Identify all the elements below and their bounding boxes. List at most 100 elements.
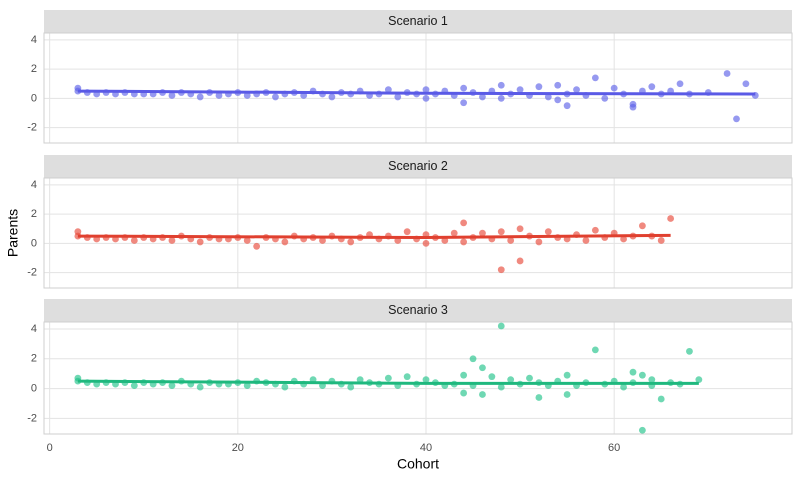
point bbox=[422, 94, 430, 102]
point bbox=[497, 266, 505, 274]
point bbox=[479, 229, 486, 237]
y-tick-label: 2 bbox=[31, 63, 37, 75]
trend-line bbox=[77, 233, 671, 240]
point bbox=[281, 383, 289, 391]
point bbox=[516, 225, 524, 233]
point bbox=[620, 383, 627, 391]
point bbox=[243, 92, 251, 99]
strip bbox=[44, 155, 792, 178]
y-tick-label: 2 bbox=[31, 353, 37, 365]
point bbox=[648, 83, 656, 91]
panel-border bbox=[43, 177, 793, 289]
point bbox=[497, 383, 505, 391]
point bbox=[554, 96, 562, 104]
point bbox=[253, 242, 261, 250]
point bbox=[168, 382, 176, 389]
point bbox=[591, 74, 599, 82]
y-tick-label: 0 bbox=[31, 92, 37, 104]
point bbox=[460, 84, 468, 92]
point bbox=[469, 355, 477, 363]
point bbox=[516, 257, 524, 265]
y-tick-label: 4 bbox=[31, 323, 37, 335]
point bbox=[130, 382, 138, 389]
point bbox=[168, 92, 176, 99]
point bbox=[422, 376, 430, 384]
point bbox=[516, 86, 524, 94]
point bbox=[639, 426, 646, 434]
trend-line bbox=[77, 89, 756, 96]
point bbox=[384, 374, 392, 382]
point bbox=[460, 371, 468, 379]
point bbox=[563, 371, 571, 379]
point bbox=[168, 237, 176, 244]
point bbox=[394, 93, 402, 101]
point bbox=[488, 373, 496, 381]
point bbox=[526, 374, 533, 382]
point bbox=[507, 237, 515, 244]
point bbox=[347, 383, 355, 391]
point bbox=[686, 347, 693, 355]
point bbox=[243, 237, 251, 244]
point bbox=[507, 376, 515, 384]
y-tick-label: -2 bbox=[27, 412, 37, 424]
point bbox=[130, 237, 138, 244]
point bbox=[535, 238, 543, 246]
point bbox=[422, 86, 430, 94]
point bbox=[639, 222, 646, 230]
panel-title: Scenario 2 bbox=[388, 159, 448, 173]
point bbox=[554, 81, 562, 89]
point bbox=[196, 383, 204, 391]
point bbox=[563, 102, 571, 110]
point bbox=[544, 93, 552, 101]
point bbox=[347, 238, 355, 246]
point bbox=[601, 94, 609, 102]
panel-title: Scenario 3 bbox=[388, 303, 448, 317]
point bbox=[648, 376, 656, 384]
y-tick-label: 0 bbox=[31, 382, 37, 394]
point bbox=[328, 93, 336, 101]
point bbox=[403, 228, 411, 236]
point bbox=[591, 346, 599, 354]
point bbox=[544, 228, 552, 236]
x-tick-label: 0 bbox=[47, 442, 53, 454]
x-tick-label: 20 bbox=[232, 442, 244, 454]
point bbox=[479, 364, 486, 372]
point bbox=[667, 215, 675, 222]
x-tick-label: 40 bbox=[420, 442, 432, 454]
point bbox=[460, 389, 468, 397]
strip bbox=[44, 299, 792, 322]
point bbox=[215, 92, 223, 99]
point bbox=[497, 322, 505, 330]
point bbox=[535, 394, 543, 401]
point bbox=[742, 80, 750, 88]
panel-border bbox=[43, 321, 793, 435]
point bbox=[657, 237, 665, 244]
point bbox=[620, 235, 627, 243]
point bbox=[450, 229, 458, 237]
strip bbox=[44, 10, 792, 33]
point bbox=[695, 376, 703, 384]
point bbox=[243, 382, 251, 389]
point bbox=[384, 86, 392, 94]
point bbox=[573, 86, 580, 94]
point bbox=[629, 368, 637, 376]
point bbox=[676, 80, 684, 88]
panel-title: Scenario 1 bbox=[388, 14, 448, 28]
point bbox=[563, 391, 571, 398]
y-axis-label: Parents bbox=[5, 209, 21, 257]
point bbox=[497, 81, 505, 89]
point bbox=[196, 93, 204, 101]
point bbox=[479, 391, 486, 398]
point bbox=[497, 94, 505, 102]
point bbox=[479, 93, 486, 101]
point bbox=[591, 226, 599, 234]
point bbox=[733, 115, 740, 123]
panel-border bbox=[43, 32, 793, 144]
point bbox=[460, 99, 468, 107]
trend-line bbox=[77, 379, 699, 385]
x-axis-label: Cohort bbox=[397, 456, 439, 472]
point bbox=[422, 239, 430, 247]
y-tick-label: 4 bbox=[31, 34, 37, 46]
point bbox=[639, 371, 646, 379]
point bbox=[535, 83, 543, 91]
